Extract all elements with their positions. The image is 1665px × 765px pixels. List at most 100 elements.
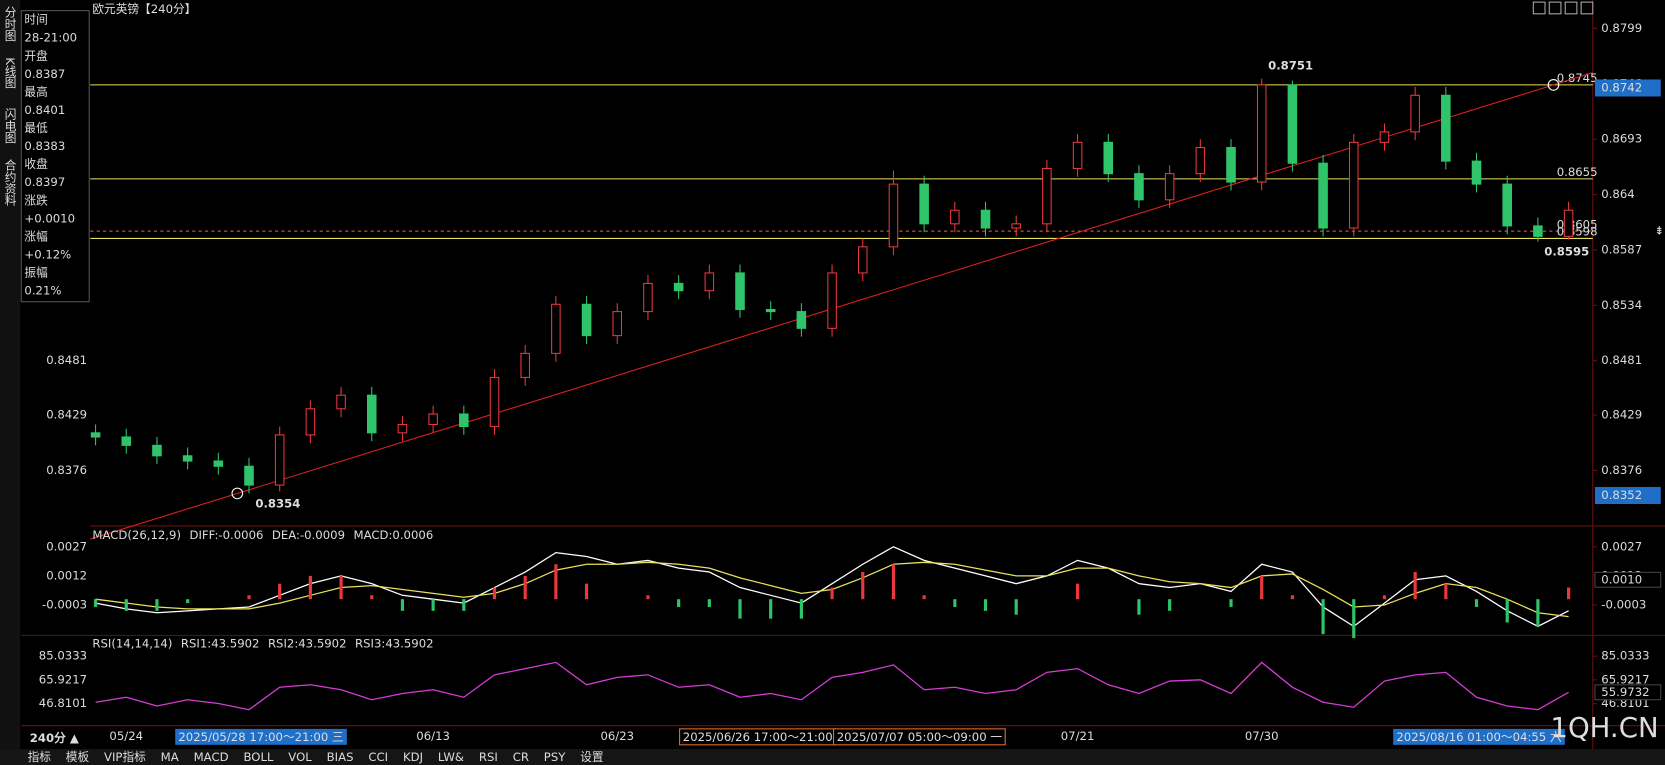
trend-anchor[interactable] [1547, 79, 1560, 91]
candle-body [1287, 84, 1298, 164]
toolbar-item[interactable]: BOLL [243, 750, 273, 764]
candle-body [1471, 160, 1482, 185]
trend-anchor[interactable] [231, 487, 244, 500]
x-tick-label: 07/30 [1245, 729, 1279, 743]
toolbar-item[interactable]: PSY [544, 750, 566, 764]
info-value: 0.8387 [24, 67, 65, 81]
candle-body [1533, 225, 1543, 237]
indicator-label: RSI(14,14,14) [92, 636, 172, 650]
toolbar-item[interactable]: LW& [438, 750, 464, 764]
x-tick-label: 07/21 [1061, 729, 1095, 743]
candle-body [1103, 141, 1114, 175]
candle-body [673, 282, 684, 292]
side-tab[interactable]: 分时图 [3, 6, 17, 42]
candle-body [1226, 147, 1236, 183]
value-tag-label: 0.0010 [1601, 572, 1642, 586]
toolbar-item[interactable]: VIP指标 [104, 750, 146, 764]
value-tag [1594, 684, 1662, 701]
y-tick-label: 0.864 [1601, 187, 1634, 201]
extreme-label: 0.8354 [255, 497, 300, 511]
y-tick-label-left: 0.0012 [46, 568, 87, 582]
candle-body [796, 311, 807, 329]
toolbar-item[interactable]: BIAS [327, 750, 354, 764]
indicator-label: DEA:-0.0009 [272, 528, 345, 542]
candle-body [459, 413, 469, 428]
candle-body [428, 413, 438, 425]
y-tick-label: 0.0027 [1601, 539, 1642, 553]
current-arrow: ⇟ [1654, 224, 1664, 238]
candle-body [827, 272, 837, 329]
toolbar-item[interactable]: VOL [288, 750, 312, 764]
candle-body [581, 303, 592, 337]
info-label: 振幅 [24, 266, 48, 280]
side-tab[interactable]: 闪电图 [3, 108, 17, 144]
toolbar-item[interactable]: MA [161, 750, 179, 764]
cursor-time-box [1393, 728, 1565, 745]
candle-body [704, 272, 715, 292]
cursor-time: 2025/08/16 01:00～04:55 六 [1396, 730, 1562, 744]
extreme-label: 0.8751 [1268, 58, 1313, 72]
candle-body [366, 394, 377, 434]
candle-body [1195, 147, 1206, 175]
candle-body [1502, 183, 1512, 227]
candle-body [1134, 173, 1144, 201]
info-value: 0.8401 [24, 103, 65, 117]
toolbar-item[interactable]: 指标 [28, 750, 52, 764]
candle-body [489, 376, 500, 428]
info-label: 涨跌 [24, 193, 48, 207]
y-tick-label-left: 46.8101 [39, 696, 87, 710]
period-label[interactable]: 240分 ▲ [30, 731, 79, 745]
candle-body [90, 432, 101, 438]
y-tick-label-left: -0.0003 [42, 598, 87, 612]
chart-title: 欧元英镑【240分】 [92, 2, 196, 16]
candle-body [1379, 131, 1390, 143]
candle-body [1441, 94, 1451, 162]
y-tick-label: 65.9217 [1601, 672, 1649, 686]
toolbar-item[interactable]: 模板 [66, 750, 90, 764]
y-tick-label: 0.8693 [1601, 132, 1642, 146]
price-tag [1594, 487, 1661, 505]
toolbar-item[interactable]: CCI [368, 750, 388, 764]
window-icons[interactable] [1532, 1, 1594, 15]
x-tick-label: 06/13 [416, 729, 450, 743]
level-label: 0.8655 [1557, 165, 1598, 179]
cursor-time-box [833, 728, 1006, 746]
candle-body [1164, 173, 1175, 201]
toolbar-item[interactable]: RSI [479, 750, 498, 764]
y-tick-label-left: 85.0333 [39, 649, 87, 663]
candle-body [1042, 167, 1052, 225]
candle-body [857, 246, 868, 274]
info-value: 0.21% [24, 284, 61, 298]
candle-body [305, 408, 316, 436]
candle-body [1256, 84, 1267, 183]
price-tag-label: 0.8742 [1601, 80, 1642, 94]
toolbar-item[interactable]: KDJ [403, 750, 423, 764]
y-tick-label: 0.8376 [1601, 463, 1642, 477]
toolbar-item[interactable]: CR [513, 750, 529, 764]
candle-body [152, 444, 162, 457]
side-tab[interactable]: K线图 [3, 57, 17, 89]
candle-body [1072, 141, 1083, 169]
candle-body [735, 272, 745, 311]
toolbar-item[interactable]: 设置 [580, 750, 604, 764]
toolbar-item[interactable]: MACD [194, 750, 229, 764]
candle-body [1563, 209, 1574, 237]
candle-body [1348, 141, 1359, 229]
y-tick-label-left: 0.0027 [46, 539, 87, 553]
value-tag-label: 55.9732 [1601, 685, 1649, 699]
candle-body [182, 455, 193, 462]
info-label: 最低 [24, 121, 48, 135]
candle-body [765, 308, 776, 313]
candle-body [643, 282, 653, 313]
info-value: +0.0010 [24, 211, 75, 225]
info-value: +0.12% [24, 247, 71, 261]
indicator-label: MACD(26,12,9) [92, 528, 181, 542]
extreme-label: 0.8595 [1544, 245, 1589, 259]
indicator-label: RSI2:43.5902 [268, 636, 347, 650]
y-tick-label: 85.0333 [1601, 649, 1649, 663]
watermark: 1QH.CN [1550, 711, 1658, 744]
cursor-time: 2025/07/07 05:00～09:00 一 [837, 730, 1003, 744]
side-tab[interactable]: 合约资料 [3, 159, 17, 207]
candle-body [520, 352, 530, 378]
